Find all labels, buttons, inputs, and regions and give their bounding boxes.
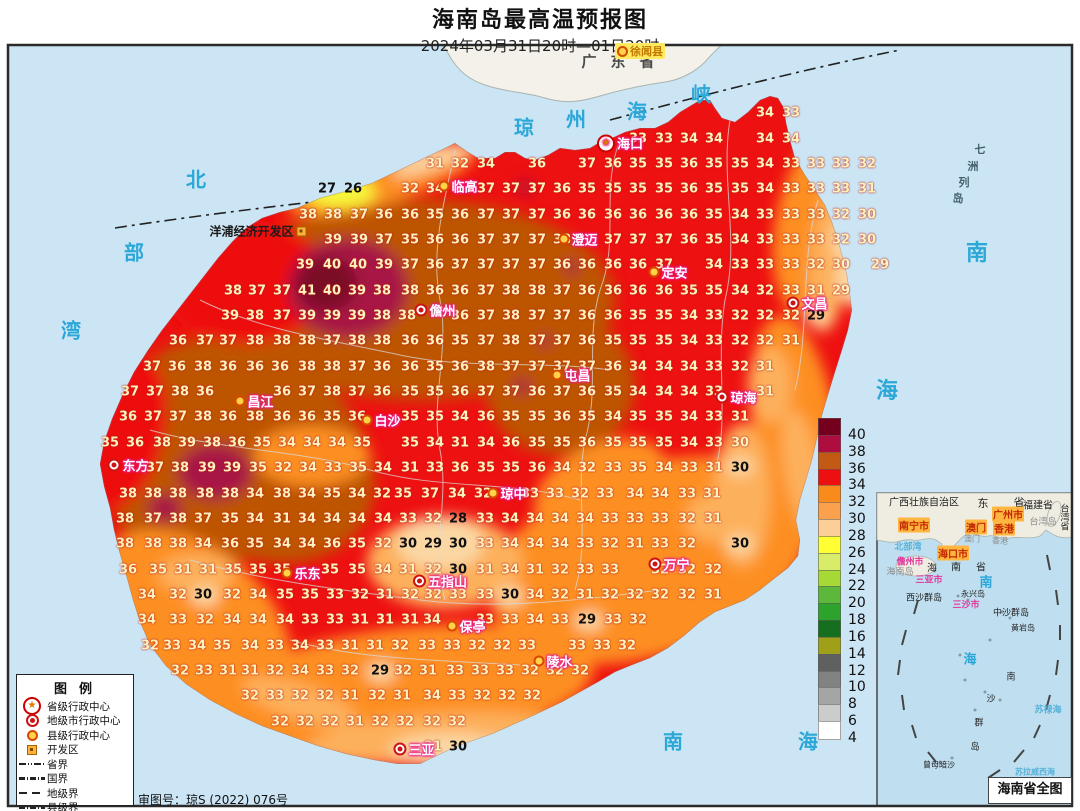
map-review-number: 审图号：琼S (2022) 076号: [138, 793, 289, 807]
boundary-line-sample: [19, 807, 45, 809]
boundary-line-sample: [19, 763, 45, 766]
legend-item: 开发区: [17, 743, 133, 758]
inset-map: [876, 492, 1073, 807]
header: 海南岛最高温预报图 2024年03月31日20时—01日20时: [0, 0, 1080, 56]
dev-zone-icon: [27, 744, 37, 755]
legend-item: 省界: [17, 757, 133, 772]
boundary-line-sample: [19, 777, 45, 781]
page-title: 海南岛最高温预报图: [431, 7, 648, 33]
legend-title: 图例: [53, 682, 104, 697]
prefecture-city-icon: [25, 714, 39, 728]
legend-item: 地级市行政中心: [17, 714, 133, 729]
forecast-period: 2024年03月31日20时—01日20时: [420, 37, 660, 55]
guangdong-land: [442, 44, 724, 103]
legend-item: 县级界: [17, 801, 133, 811]
strait-boundary-line-east: [609, 49, 901, 121]
inset-title: 海南省全图: [988, 777, 1072, 804]
legend-item: 国界: [17, 772, 133, 787]
boundary-line-sample: [19, 792, 45, 795]
county-center-icon: [26, 729, 38, 741]
legend-item: ★ 省级行政中心: [17, 697, 133, 716]
county-boundaries: [149, 119, 819, 666]
legend-item: 县级行政中心: [17, 728, 133, 743]
legend-box: 图例 ★ 省级行政中心 地级市行政中心 县级行政中心 开发区 省界 国界 地级界 县级界: [16, 674, 134, 811]
map-frame: [6, 43, 1074, 808]
legend-item: 地级界: [17, 786, 133, 801]
